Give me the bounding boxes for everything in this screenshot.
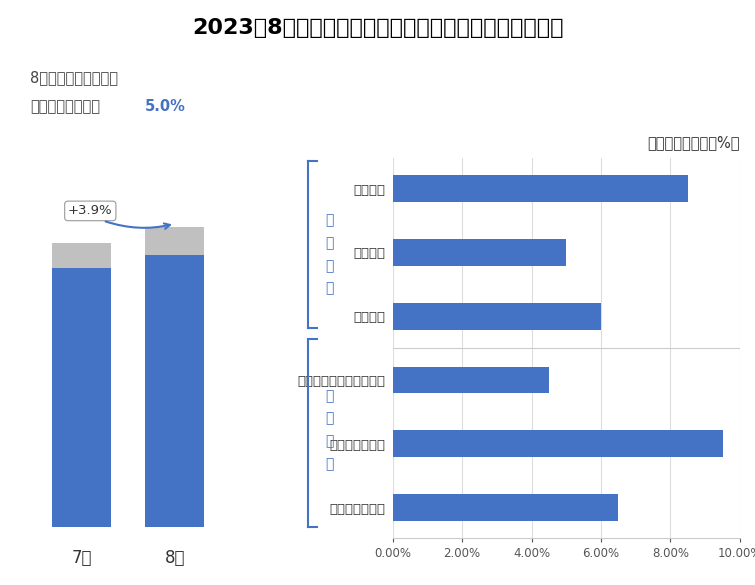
- Bar: [393, 176, 688, 202]
- Bar: [393, 367, 549, 393]
- Text: 8月: 8月: [165, 549, 185, 567]
- Text: 8月西安市规模以上工: 8月西安市规模以上工: [30, 70, 119, 85]
- Text: +3.9%: +3.9%: [68, 204, 112, 218]
- Bar: [393, 494, 618, 521]
- Text: 按
行
业
分: 按 行 业 分: [325, 389, 334, 471]
- Text: 5.0%: 5.0%: [145, 99, 186, 115]
- Bar: [145, 227, 205, 255]
- Bar: [393, 431, 723, 457]
- Bar: [393, 239, 566, 266]
- Bar: [52, 268, 112, 526]
- Text: 业增加值同比增长: 业增加值同比增长: [30, 99, 100, 115]
- Bar: [52, 243, 112, 268]
- Text: 2023年8月西安市规模以上工业增加值同比增长情况分析: 2023年8月西安市规模以上工业增加值同比增长情况分析: [192, 18, 563, 37]
- Bar: [393, 303, 601, 329]
- Bar: [145, 255, 205, 526]
- Text: 7月: 7月: [72, 549, 92, 567]
- Text: 总产值同比增长（%）: 总产值同比增长（%）: [647, 135, 740, 150]
- Text: 按
规
模
分: 按 规 模 分: [325, 214, 334, 295]
